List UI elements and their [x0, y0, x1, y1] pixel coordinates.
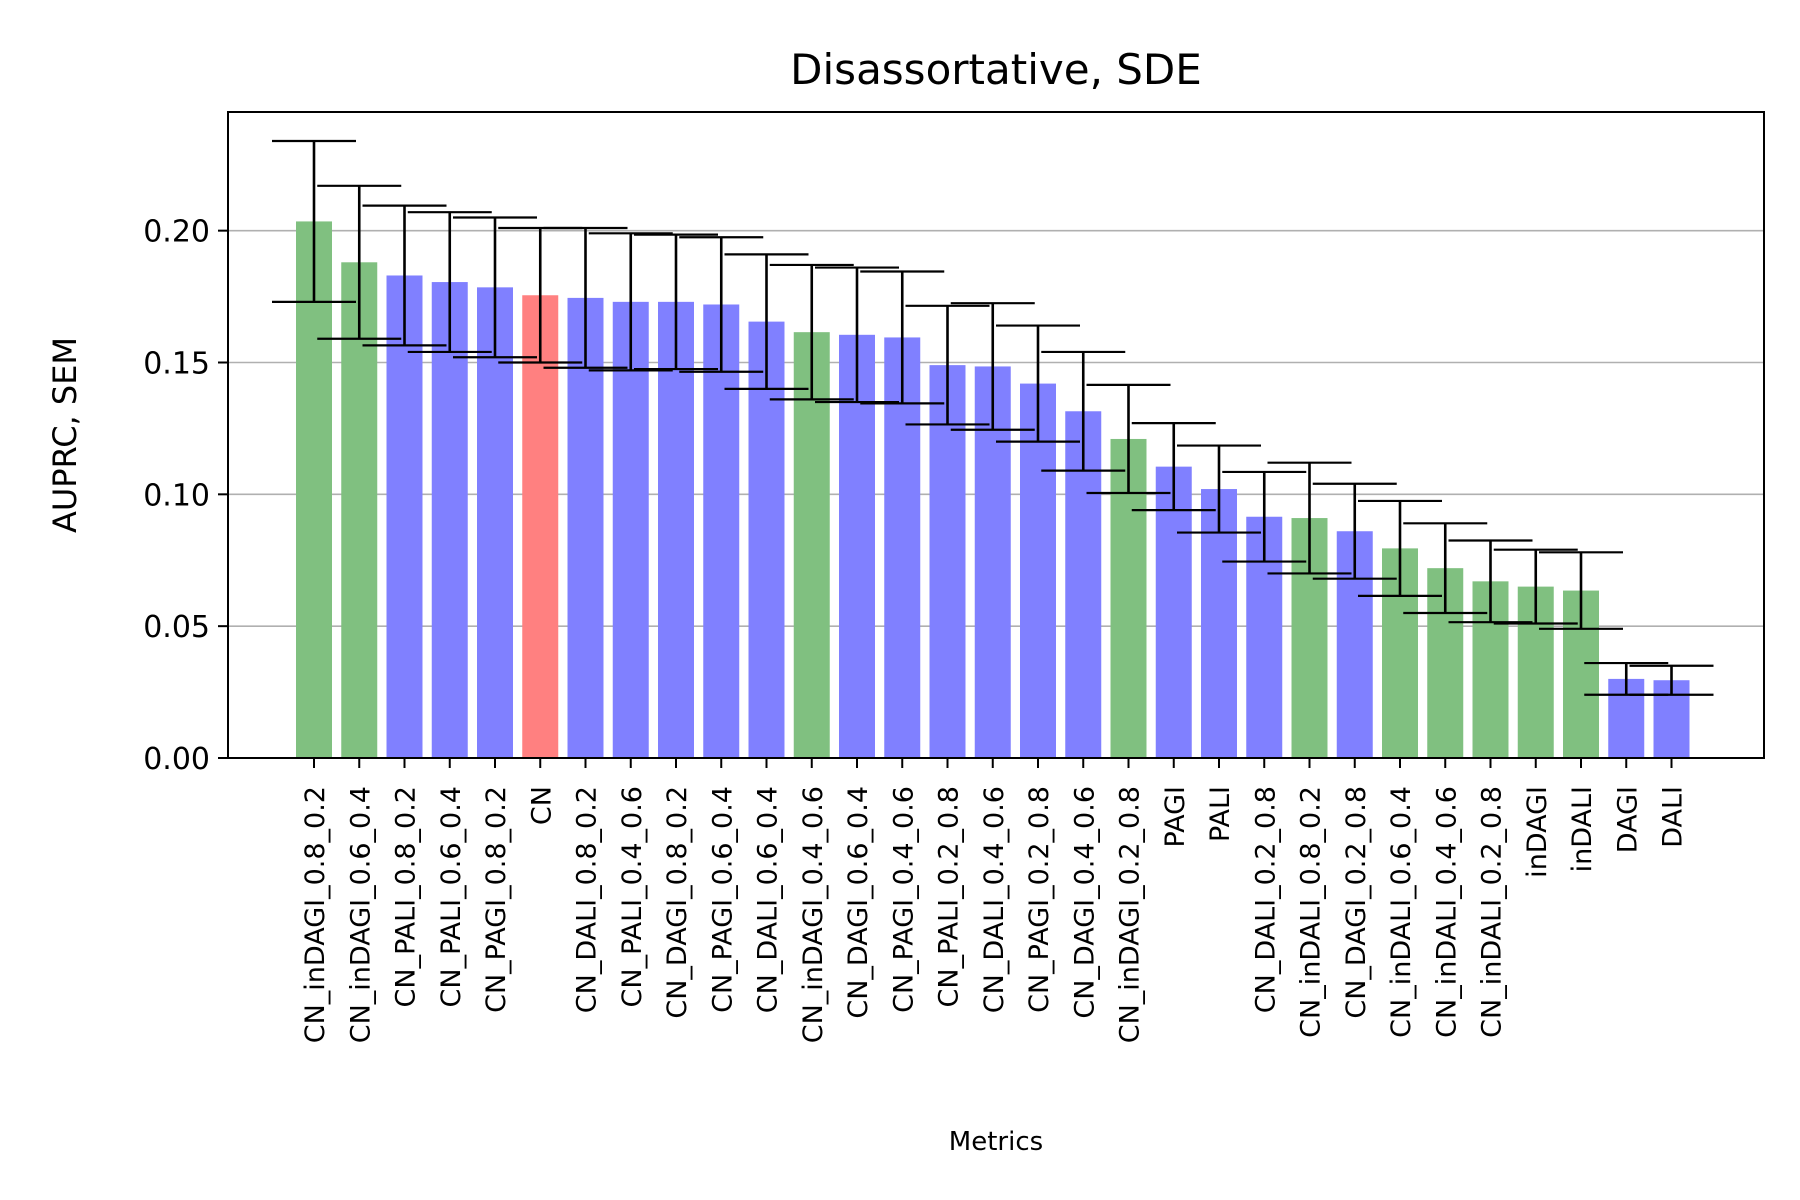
- bar: [477, 287, 513, 758]
- x-tick-label: CN_inDALI_0.6_0.4: [1386, 786, 1417, 1038]
- bar: [703, 304, 740, 758]
- bar: [296, 221, 332, 758]
- bar: [1201, 489, 1237, 758]
- bar: [1155, 466, 1192, 758]
- x-tick-label: CN_PALI_0.4_0.6: [617, 786, 648, 1007]
- x-tick-label: PALI: [1205, 786, 1236, 842]
- x-tick-label: CN_DAGI_0.6_0.4: [843, 786, 874, 1019]
- bar: [386, 275, 423, 758]
- x-axis: CN_inDAGI_0.8_0.2 CN_inDAGI_0.6_0.4 CN_PAL…: [300, 758, 1689, 1043]
- y-tick-label: 0.00: [143, 742, 210, 777]
- x-tick-label: CN_DALI_0.6_0.4: [753, 786, 784, 1013]
- chart-title: Disassortative, SDE: [790, 45, 1202, 94]
- bar-layer: [296, 221, 1690, 758]
- x-tick-label: inDAGI: [1522, 786, 1553, 878]
- x-tick-label: CN_inDALI_0.2_0.8: [1477, 786, 1508, 1038]
- x-tick-label: CN_PALI_0.2_0.8: [934, 786, 965, 1007]
- x-tick-label: inDALI: [1567, 786, 1598, 872]
- x-tick-label: CN: [526, 786, 557, 825]
- plot-frame: [227, 111, 1765, 759]
- y-axis: 0.00 0.05 0.10 0.15 0.20: [143, 215, 228, 777]
- bar: [567, 297, 604, 758]
- y-tick-label: 0.05: [143, 610, 210, 645]
- x-tick-label: CN_PAGI_0.2_0.8: [1024, 786, 1055, 1013]
- x-tick-label: DAGI: [1612, 786, 1643, 853]
- x-tick-label: CN_PALI_0.8_0.2: [391, 786, 422, 1007]
- x-tick-label: CN_PAGI_0.8_0.2: [481, 786, 512, 1013]
- y-tick-label: 0.15: [143, 346, 210, 381]
- x-tick-label: CN_inDAGI_0.4_0.6: [798, 786, 829, 1043]
- x-axis-label: Metrics: [949, 1127, 1043, 1157]
- y-axis-label: AUPRC, SEM: [46, 337, 84, 533]
- x-tick-label: CN_PAGI_0.6_0.4: [707, 786, 738, 1013]
- bar: [884, 337, 921, 758]
- y-tick-label: 0.10: [143, 478, 210, 513]
- x-tick-label: CN_DALI_0.4_0.6: [979, 786, 1010, 1013]
- x-tick-label: PAGI: [1160, 786, 1191, 847]
- x-tick-label: CN_inDAGI_0.6_0.4: [345, 786, 376, 1043]
- x-tick-label: CN_inDALI_0.8_0.2: [1296, 786, 1327, 1038]
- errorbar-layer: [272, 139, 1714, 696]
- bar: [748, 321, 785, 758]
- bar: [522, 295, 559, 758]
- y-tick-label: 0.20: [143, 215, 210, 250]
- x-tick-label: CN_DAGI_0.2_0.8: [1341, 786, 1372, 1019]
- bar: [839, 334, 875, 758]
- x-tick-label: CN_DAGI_0.8_0.2: [662, 786, 693, 1019]
- x-tick-label: CN_PALI_0.6_0.4: [436, 786, 467, 1007]
- bar: [658, 301, 694, 758]
- x-tick-label: CN_DAGI_0.4_0.6: [1069, 786, 1100, 1019]
- bar: [1020, 383, 1056, 758]
- x-tick-label: CN_PAGI_0.4_0.6: [888, 786, 919, 1013]
- bar: [974, 366, 1011, 758]
- x-tick-label: CN_DALI_0.2_0.8: [1250, 786, 1281, 1013]
- x-tick-label: CN_inDAGI_0.8_0.2: [300, 786, 331, 1043]
- x-tick-label: CN_inDAGI_0.2_0.8: [1115, 786, 1146, 1043]
- bar: [612, 301, 649, 758]
- x-tick-label: CN_DALI_0.8_0.2: [572, 786, 603, 1013]
- bar: [431, 282, 468, 758]
- x-tick-label: CN_inDALI_0.4_0.6: [1431, 786, 1462, 1038]
- x-tick-label: DALI: [1658, 786, 1689, 848]
